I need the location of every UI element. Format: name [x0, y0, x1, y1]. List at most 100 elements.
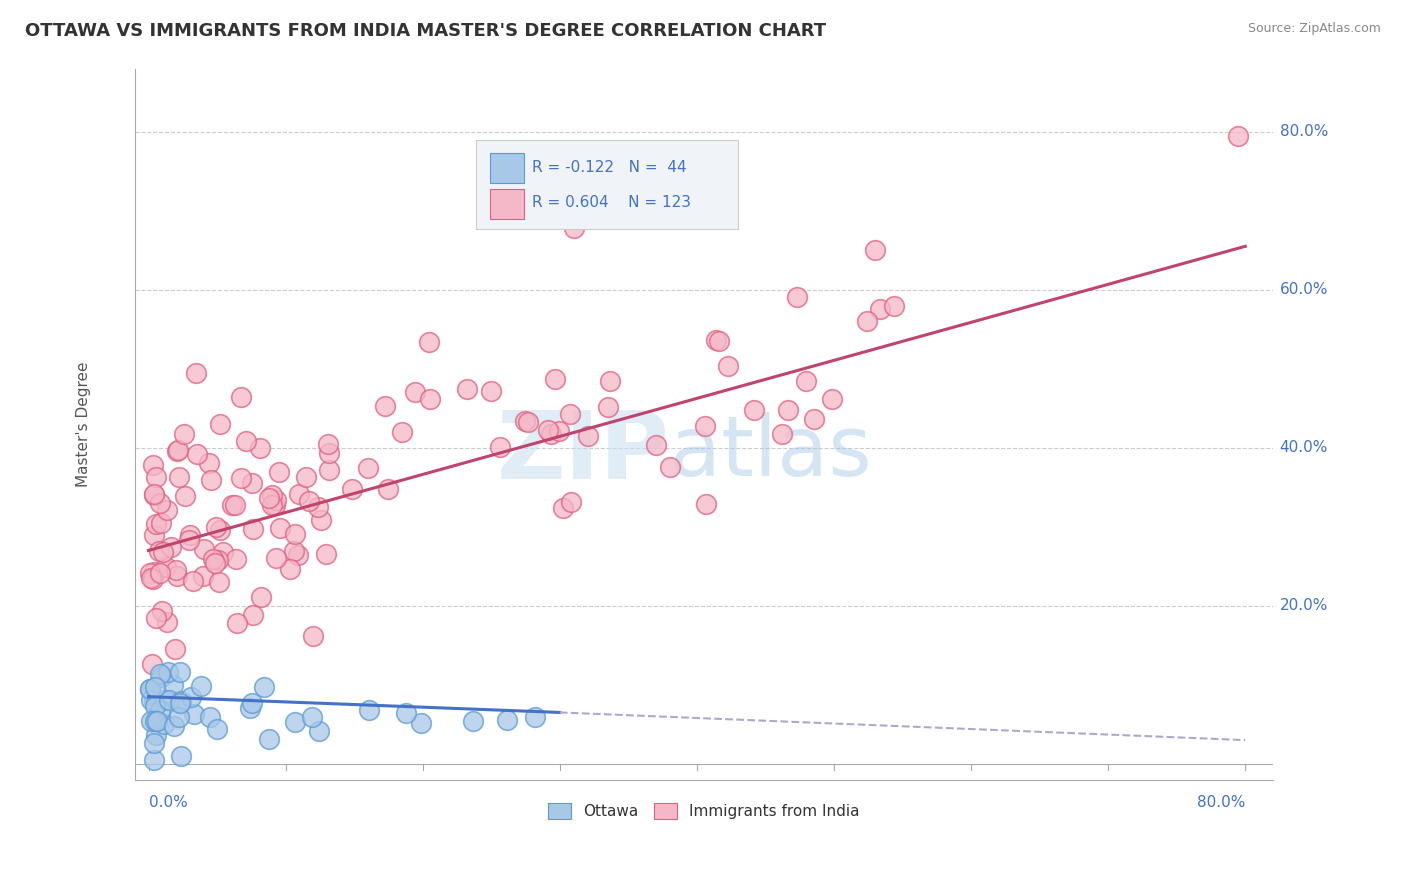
- Point: [155, 503, 177, 517]
- Point: [260, 488, 283, 502]
- Point: [166, 442, 188, 457]
- Point: [208, 523, 231, 537]
- Point: [456, 383, 478, 397]
- Point: [707, 334, 730, 349]
- Point: [260, 498, 283, 512]
- Point: [163, 718, 186, 732]
- FancyBboxPatch shape: [489, 189, 524, 219]
- Point: [599, 374, 621, 388]
- Point: [153, 717, 176, 731]
- Point: [207, 722, 229, 736]
- Point: [143, 699, 166, 714]
- Point: [240, 476, 263, 491]
- Point: [479, 384, 502, 398]
- Point: [283, 544, 305, 558]
- Point: [225, 551, 247, 566]
- Point: [142, 572, 165, 586]
- Point: [1227, 128, 1250, 143]
- Point: [391, 425, 413, 439]
- Point: [149, 566, 172, 580]
- Text: 20.0%: 20.0%: [1279, 599, 1327, 614]
- Point: [224, 499, 246, 513]
- Point: [239, 701, 262, 715]
- Point: [179, 533, 201, 547]
- Point: [257, 731, 280, 746]
- Point: [208, 417, 231, 431]
- Point: [191, 568, 214, 582]
- Point: [155, 560, 177, 574]
- Point: [184, 366, 207, 380]
- Point: [288, 487, 311, 501]
- Point: [145, 714, 167, 728]
- Point: [249, 441, 271, 455]
- Legend: Ottawa, Immigrants from India: Ottawa, Immigrants from India: [541, 797, 866, 825]
- Point: [139, 693, 162, 707]
- Point: [162, 678, 184, 692]
- Point: [695, 497, 717, 511]
- Point: [139, 682, 162, 697]
- Point: [269, 521, 291, 535]
- Point: [193, 541, 215, 556]
- Point: [645, 438, 668, 452]
- Point: [148, 544, 170, 558]
- Point: [205, 519, 228, 533]
- Point: [309, 513, 332, 527]
- Point: [149, 702, 172, 716]
- Point: [198, 457, 221, 471]
- Point: [374, 399, 396, 413]
- Text: Source: ZipAtlas.com: Source: ZipAtlas.com: [1247, 22, 1381, 36]
- Point: [142, 458, 165, 472]
- Point: [284, 527, 307, 541]
- Point: [169, 696, 191, 710]
- Point: [231, 471, 253, 485]
- Point: [287, 548, 309, 562]
- Text: 80.0%: 80.0%: [1279, 124, 1327, 139]
- Point: [463, 714, 485, 729]
- Point: [560, 494, 582, 508]
- Point: [163, 641, 186, 656]
- Point: [150, 604, 173, 618]
- Point: [221, 499, 243, 513]
- Point: [315, 548, 337, 562]
- Point: [149, 496, 172, 510]
- Point: [242, 522, 264, 536]
- Point: [198, 709, 221, 723]
- Point: [342, 483, 364, 497]
- Point: [159, 540, 181, 554]
- Point: [157, 693, 180, 707]
- Point: [207, 553, 229, 567]
- Point: [284, 715, 307, 730]
- Point: [174, 489, 197, 503]
- Point: [141, 657, 163, 671]
- Point: [139, 714, 162, 728]
- Point: [250, 590, 273, 604]
- Point: [169, 694, 191, 708]
- Point: [547, 424, 569, 438]
- Point: [145, 516, 167, 531]
- Point: [266, 493, 288, 508]
- Point: [496, 713, 519, 727]
- Point: [562, 221, 585, 235]
- Point: [190, 680, 212, 694]
- Text: 80.0%: 80.0%: [1197, 796, 1246, 811]
- Point: [183, 706, 205, 721]
- Point: [200, 473, 222, 487]
- Point: [173, 426, 195, 441]
- Point: [576, 429, 599, 443]
- Point: [139, 566, 162, 581]
- Point: [143, 736, 166, 750]
- Point: [145, 610, 167, 624]
- Point: [235, 434, 257, 448]
- Point: [253, 681, 276, 695]
- Point: [139, 681, 162, 696]
- Text: atlas: atlas: [669, 412, 872, 493]
- Point: [803, 412, 825, 426]
- Point: [517, 416, 540, 430]
- Point: [264, 498, 287, 512]
- Point: [357, 460, 380, 475]
- Point: [264, 550, 287, 565]
- Point: [269, 466, 291, 480]
- Text: R = 0.604    N = 123: R = 0.604 N = 123: [531, 195, 690, 211]
- Point: [869, 302, 891, 317]
- Point: [821, 392, 844, 406]
